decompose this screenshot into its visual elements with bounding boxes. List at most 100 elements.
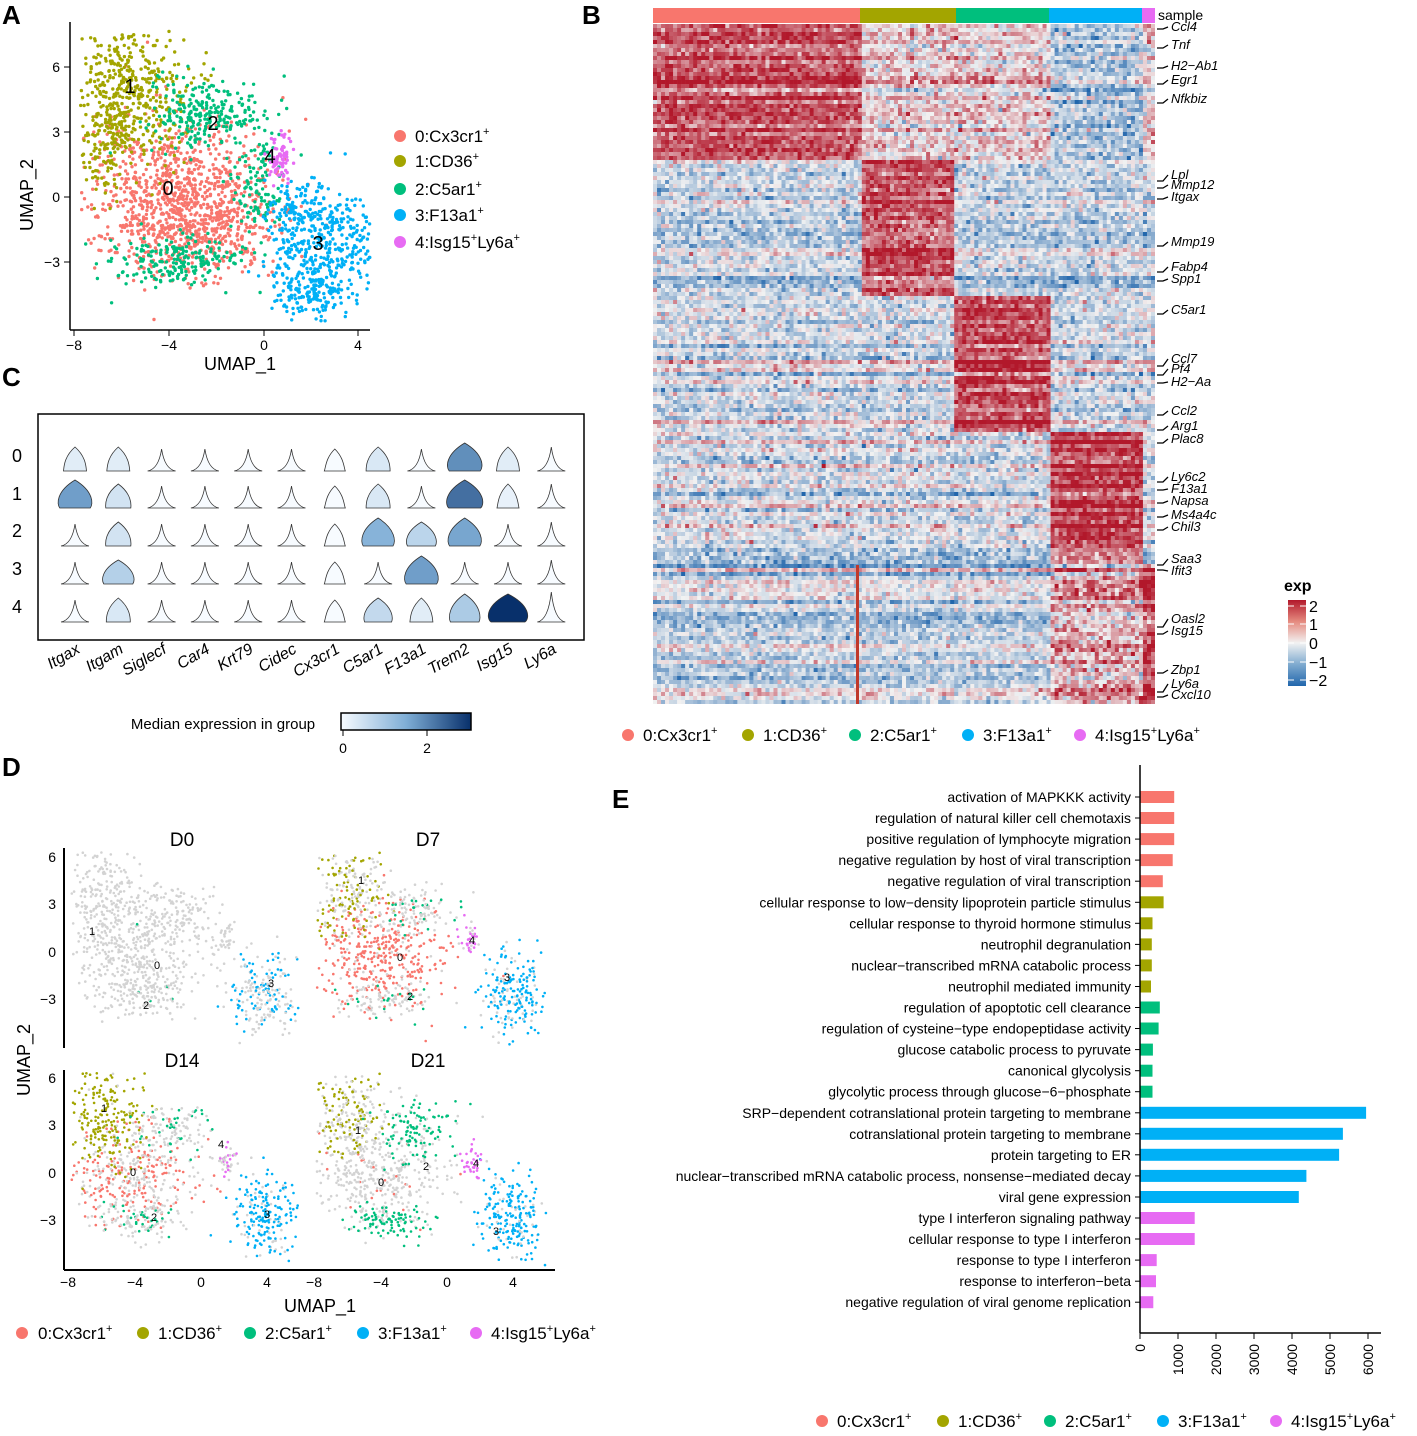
heatmap-cell [970, 32, 974, 36]
cell-point [286, 177, 289, 180]
cell-point [167, 255, 170, 258]
cell-point [135, 181, 138, 184]
heatmap-cell [773, 32, 777, 36]
cell-point [185, 207, 188, 210]
heatmap-cell [918, 48, 922, 52]
cell-point [166, 235, 169, 238]
heatmap-cell [966, 24, 970, 28]
heatmap-cell [998, 48, 1002, 52]
cell-point [182, 76, 185, 79]
cell-point [191, 261, 194, 264]
cell-point [220, 141, 223, 144]
cell-point [208, 240, 211, 243]
heatmap-cell [846, 24, 850, 28]
heatmap-cell [946, 24, 950, 28]
cell-point [150, 206, 153, 209]
heatmap-cell [1103, 28, 1107, 32]
heatmap-cell [773, 36, 777, 40]
cell-point [212, 167, 215, 170]
heatmap-cell [1035, 40, 1039, 44]
cell-point [263, 109, 266, 112]
cell-point [252, 83, 255, 86]
cell-point [173, 233, 176, 236]
cell-point [323, 296, 326, 299]
cell-point [240, 219, 243, 222]
cell-point [149, 98, 152, 101]
cell-point [258, 291, 261, 294]
cell-point [319, 217, 322, 220]
cell-point [112, 147, 115, 150]
cell-point [329, 292, 332, 295]
heatmap-cell [721, 44, 725, 48]
cell-point [124, 162, 127, 165]
heatmap-cell [769, 36, 773, 40]
heatmap-cell [685, 52, 689, 56]
cell-point [138, 101, 141, 104]
heatmap-cell [854, 48, 858, 52]
heatmap-cell [958, 40, 962, 44]
cell-point [169, 162, 172, 165]
heatmap-cell [962, 32, 966, 36]
cell-point [225, 157, 228, 160]
cell-point [257, 212, 260, 215]
cell-point [226, 232, 229, 235]
heatmap-cell [846, 40, 850, 44]
cell-point [144, 190, 147, 193]
cell-point [229, 173, 232, 176]
heatmap-cell [1014, 28, 1018, 32]
heatmap-cell [717, 48, 721, 52]
cell-point [161, 273, 164, 276]
heatmap-cell [854, 32, 858, 36]
cell-point [326, 217, 329, 220]
cell-point [146, 95, 149, 98]
heatmap-cell [834, 36, 838, 40]
heatmap-cell [878, 40, 882, 44]
cell-point [186, 151, 189, 154]
cell-point [302, 259, 305, 262]
cell-point [212, 262, 215, 265]
cell-point [154, 160, 157, 163]
cell-point [126, 210, 129, 213]
heatmap-cell [906, 48, 910, 52]
cell-point [309, 208, 312, 211]
cell-point [199, 236, 202, 239]
cell-point [132, 127, 135, 130]
cell-point [137, 117, 140, 120]
cell-point [148, 263, 151, 266]
heatmap-cell [814, 44, 818, 48]
heatmap-cell [1087, 36, 1091, 40]
heatmap-cell [898, 44, 902, 48]
cell-point [146, 245, 149, 248]
cell-point [111, 142, 114, 145]
cell-point [142, 255, 145, 258]
cell-point [174, 160, 177, 163]
heatmap-cell [1139, 48, 1143, 52]
cell-point [335, 218, 338, 221]
heatmap-cell [741, 24, 745, 28]
heatmap-cell [721, 28, 725, 32]
cell-point [146, 41, 149, 44]
heatmap-cell [782, 40, 786, 44]
cell-point [92, 237, 95, 240]
cell-point [138, 176, 141, 179]
cell-point [113, 50, 116, 53]
cell-point [118, 108, 121, 111]
cell-point [362, 246, 365, 249]
cell-point [128, 155, 131, 158]
heatmap-cell [954, 36, 958, 40]
heatmap-cell [890, 28, 894, 32]
cell-point [186, 182, 189, 185]
cell-point [189, 161, 192, 164]
cell-point [168, 226, 171, 229]
heatmap-cell [1006, 48, 1010, 52]
cell-point [281, 273, 284, 276]
cell-point [336, 258, 339, 261]
heatmap-cell [938, 24, 942, 28]
cell-point [177, 224, 180, 227]
cell-point [301, 221, 304, 224]
cell-point [199, 222, 202, 225]
sample-bar-0 [653, 8, 860, 23]
cell-point [87, 140, 90, 143]
x-tick: 4 [354, 337, 362, 353]
cell-point [282, 174, 285, 177]
